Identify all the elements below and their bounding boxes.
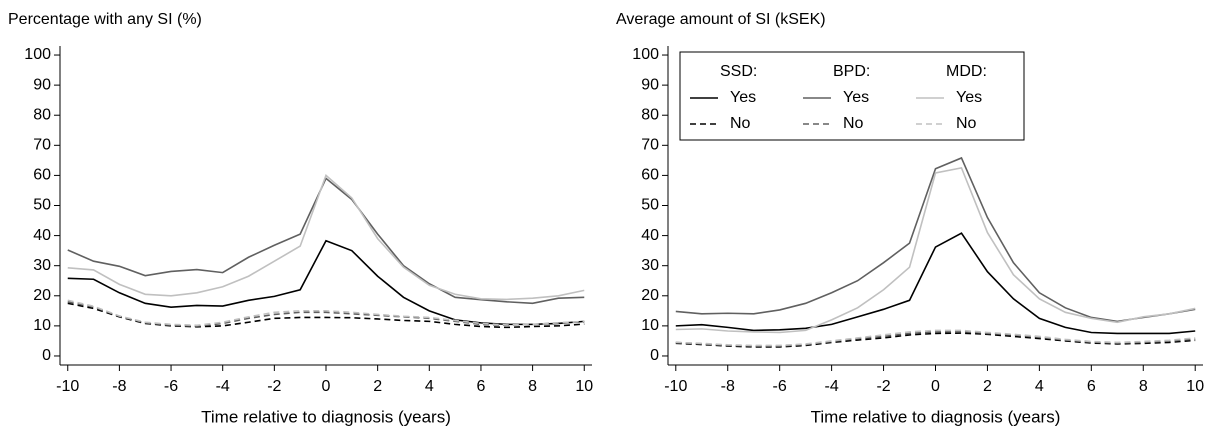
y-tick-label: 40 (33, 227, 51, 244)
legend-title: MDD: (946, 63, 987, 80)
x-axis-label: Time relative to diagnosis (years) (811, 407, 1061, 426)
x-tick-label: -8 (112, 378, 126, 395)
x-tick-label: 6 (1087, 378, 1096, 395)
x-tick-label: -10 (664, 378, 687, 395)
x-tick-label: 2 (373, 378, 382, 395)
y-tick-label: 70 (641, 137, 659, 154)
x-tick-label: -4 (216, 378, 230, 395)
y-tick-label: 50 (641, 197, 659, 214)
chart-title: Average amount of SI (kSEK) (616, 11, 826, 28)
y-tick-label: 60 (641, 167, 659, 184)
y-tick-label: 10 (641, 317, 659, 334)
legend-label: Yes (730, 89, 756, 106)
y-tick-label: 70 (33, 137, 51, 154)
series-line (67, 177, 585, 305)
y-tick-label: 90 (641, 76, 659, 93)
y-tick-label: 90 (33, 76, 51, 93)
y-tick-label: 80 (641, 106, 659, 123)
x-tick-label: 8 (528, 378, 537, 395)
y-tick-label: 30 (641, 257, 659, 274)
y-tick-label: 10 (33, 317, 51, 334)
series-line (67, 299, 585, 327)
y-tick-label: 0 (42, 347, 51, 364)
x-tick-label: 4 (1035, 378, 1044, 395)
y-tick-label: 80 (33, 106, 51, 123)
series-line (675, 156, 1196, 323)
x-tick-label: 8 (1139, 378, 1148, 395)
x-tick-label: -2 (876, 378, 890, 395)
series-line (67, 174, 585, 301)
legend-title: BPD: (833, 63, 870, 80)
legend-label: No (730, 115, 751, 132)
y-tick-label: 100 (632, 46, 659, 63)
series-line (675, 166, 1196, 334)
y-tick-label: 20 (33, 287, 51, 304)
y-tick-label: 40 (641, 227, 659, 244)
legend-box (679, 51, 1025, 141)
x-tick-label: 0 (322, 378, 331, 395)
y-tick-label: 30 (33, 257, 51, 274)
x-tick-label: 10 (1186, 378, 1204, 395)
series-line (67, 302, 585, 329)
x-tick-label: 2 (983, 378, 992, 395)
x-tick-label: 0 (931, 378, 940, 395)
x-tick-label: 6 (476, 378, 485, 395)
legend-label: No (843, 115, 864, 132)
x-axis-label: Time relative to diagnosis (years) (201, 407, 451, 426)
series-line (675, 332, 1196, 348)
legend-label: No (956, 115, 977, 132)
x-tick-label: 10 (575, 378, 593, 395)
y-tick-label: 50 (33, 197, 51, 214)
x-tick-label: -10 (56, 378, 79, 395)
x-tick-label: -6 (773, 378, 787, 395)
legend-label: Yes (843, 89, 869, 106)
y-tick-label: 60 (33, 167, 51, 184)
x-tick-label: -6 (164, 378, 178, 395)
y-tick-label: 100 (24, 46, 51, 63)
x-tick-label: -2 (267, 378, 281, 395)
series-line (675, 232, 1196, 335)
chart-title: Percentage with any SI (%) (8, 11, 202, 28)
x-tick-label: -4 (824, 378, 838, 395)
y-tick-label: 0 (650, 347, 659, 364)
y-tick-label: 20 (641, 287, 659, 304)
x-tick-label: 4 (425, 378, 434, 395)
legend-title: SSD: (720, 63, 757, 80)
series-line (675, 329, 1196, 347)
x-tick-label: -8 (721, 378, 735, 395)
legend-label: Yes (956, 89, 982, 106)
